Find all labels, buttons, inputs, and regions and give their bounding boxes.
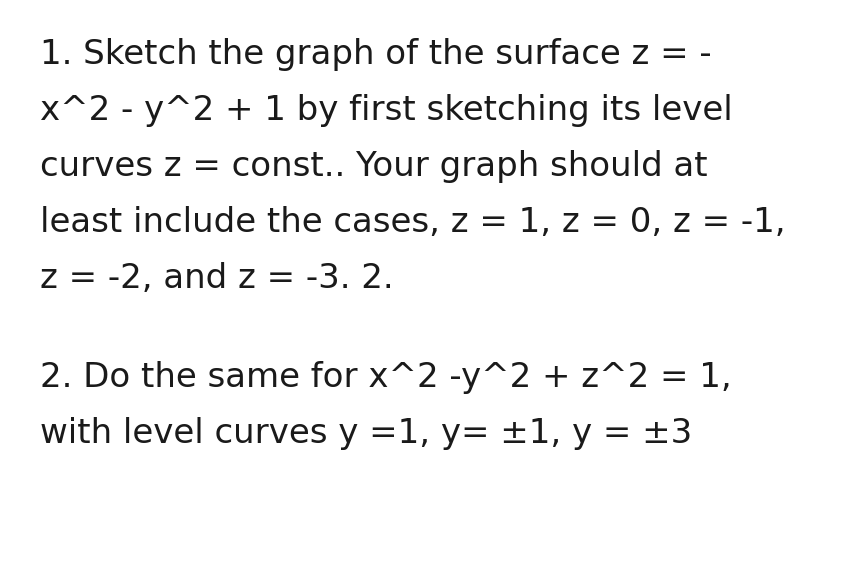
Text: 1. Sketch the graph of the surface z = -: 1. Sketch the graph of the surface z = - bbox=[40, 38, 711, 71]
Text: with level curves y =1, y= ±1, y = ±3: with level curves y =1, y= ±1, y = ±3 bbox=[40, 417, 693, 450]
Text: curves z = const.. Your graph should at: curves z = const.. Your graph should at bbox=[40, 150, 708, 183]
Text: x^2 - y^2 + 1 by first sketching its level: x^2 - y^2 + 1 by first sketching its lev… bbox=[40, 93, 733, 126]
Text: least include the cases, z = 1, z = 0, z = -1,: least include the cases, z = 1, z = 0, z… bbox=[40, 205, 786, 238]
Text: 2. Do the same for x^2 -y^2 + z^2 = 1,: 2. Do the same for x^2 -y^2 + z^2 = 1, bbox=[40, 361, 732, 394]
Text: z = -2, and z = -3. 2.: z = -2, and z = -3. 2. bbox=[40, 262, 394, 295]
